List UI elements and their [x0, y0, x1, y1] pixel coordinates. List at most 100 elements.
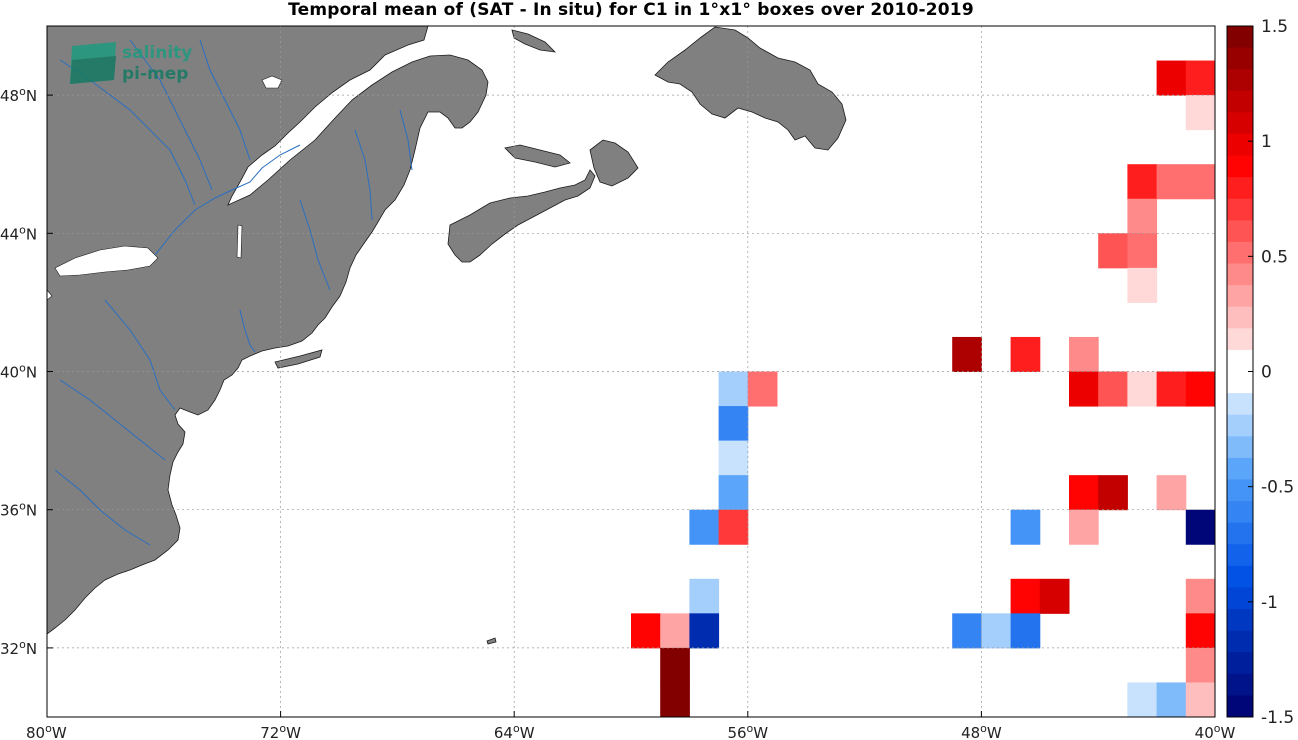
data-cell: [952, 336, 982, 372]
newfoundland: [654, 26, 847, 151]
data-cell: [718, 406, 749, 442]
data-cell: [1185, 509, 1215, 545]
data-cell: [1098, 475, 1128, 511]
colorbar-level: [1227, 457, 1253, 480]
data-cell: [1156, 60, 1187, 96]
y-tick-label: 44oN: [0, 223, 37, 243]
data-cell: [631, 613, 661, 649]
colorbar-level: [1227, 155, 1253, 178]
colorbar-tick-label: -0.5: [1261, 478, 1294, 498]
logo-text-line2: pi-mep: [122, 64, 188, 84]
data-cell: [1156, 682, 1187, 717]
data-cell: [1156, 475, 1187, 511]
data-cell: [981, 613, 1012, 649]
data-cell: [1156, 371, 1187, 407]
data-cell: [1127, 198, 1158, 234]
colorbar-level: [1227, 177, 1253, 200]
colorbar-level: [1227, 26, 1253, 48]
x-tick-label: 72oW: [260, 722, 301, 740]
data-cell: [1185, 682, 1215, 717]
x-tick-label: 40oW: [1195, 722, 1236, 740]
data-cells: [631, 60, 1215, 717]
x-tick-label: 64oW: [494, 722, 535, 740]
x-axis: 80oW 72oW 64oW 56oW 48oW 40oW: [26, 711, 1235, 740]
data-cell: [1098, 371, 1128, 407]
data-cell: [1010, 336, 1041, 372]
data-cell: [1069, 509, 1099, 545]
colorbar-tick-label: -1: [1261, 593, 1278, 613]
data-cell: [689, 613, 720, 649]
colorbar-level: [1227, 371, 1253, 394]
lake-ontario: [54, 245, 159, 277]
colorbar-level: [1227, 69, 1253, 92]
data-cell: [1127, 267, 1158, 303]
salinity-pi-mep-logo: salinity pi-mep: [70, 42, 192, 84]
x-tick-label: 56oW: [727, 722, 768, 740]
data-cell: [1127, 164, 1158, 200]
data-cell: [1069, 336, 1099, 372]
data-cell: [1127, 233, 1158, 269]
colorbar-level: [1227, 306, 1253, 329]
colorbar-level: [1227, 652, 1253, 675]
colorbar-tick-label: 0.5: [1261, 247, 1288, 267]
y-tick-label: 36oN: [0, 500, 37, 520]
lake-erie: [47, 289, 53, 301]
data-cell: [1185, 60, 1215, 96]
colorbar-level: [1227, 328, 1253, 351]
rivers: [54, 39, 413, 546]
data-cell: [1156, 164, 1187, 200]
colorbar-level: [1227, 47, 1253, 70]
river: [299, 199, 331, 291]
data-cell: [1069, 371, 1099, 407]
colorbar-level: [1227, 241, 1253, 264]
colorbar-level: [1227, 587, 1253, 610]
data-cell: [1185, 613, 1215, 649]
colorbar-level: [1227, 349, 1253, 372]
river: [354, 129, 373, 221]
data-cell: [1185, 95, 1215, 131]
river: [59, 59, 196, 206]
north-america-mainland: [47, 26, 489, 635]
data-cell: [1010, 578, 1041, 614]
lake-st-jean: [261, 75, 283, 89]
anticosti-island: [511, 29, 557, 53]
colorbar-level: [1227, 414, 1253, 437]
colorbar-level: [1227, 695, 1253, 718]
data-cell: [718, 440, 749, 476]
river: [54, 469, 151, 546]
y-axis: 48oN 44oN 40oN 36oN 32oN: [0, 85, 53, 658]
colorbar-level: [1227, 479, 1253, 502]
colorbar-level: [1227, 436, 1253, 459]
prince-edward-island: [504, 144, 571, 168]
river: [199, 39, 251, 161]
data-cell: [689, 509, 720, 545]
colorbar-level: [1227, 393, 1253, 416]
data-cell: [718, 371, 749, 407]
long-island: [274, 349, 323, 369]
bermuda: [486, 637, 497, 645]
map-content: [47, 26, 1215, 717]
colorbar-level: [1227, 220, 1253, 243]
logo-emblem-fold: [70, 56, 116, 84]
colorbar-level: [1227, 263, 1253, 286]
colorbar-level: [1227, 522, 1253, 545]
data-cell: [1039, 578, 1070, 614]
colorbar-level: [1227, 198, 1253, 221]
lake-champlain: [236, 224, 243, 259]
lakes: [47, 75, 283, 301]
y-tick-label: 32oN: [0, 638, 37, 658]
river: [104, 299, 176, 411]
colorbar-ticks: 1.5 1 0.5 0 -0.5 -1 -1.5: [1248, 17, 1294, 728]
nova-scotia: [447, 169, 596, 263]
data-cell: [1185, 578, 1215, 614]
colorbar-tick-label: 1.5: [1261, 17, 1288, 37]
colorbar-level: [1227, 501, 1253, 524]
colorbar: [1227, 26, 1253, 718]
land: [47, 26, 847, 645]
data-cell: [1010, 509, 1041, 545]
data-cell: [952, 613, 982, 649]
y-tick-label: 48oN: [0, 85, 37, 105]
x-tick-label: 48oW: [961, 722, 1002, 740]
river: [129, 39, 213, 191]
gridlines: [47, 26, 1215, 717]
